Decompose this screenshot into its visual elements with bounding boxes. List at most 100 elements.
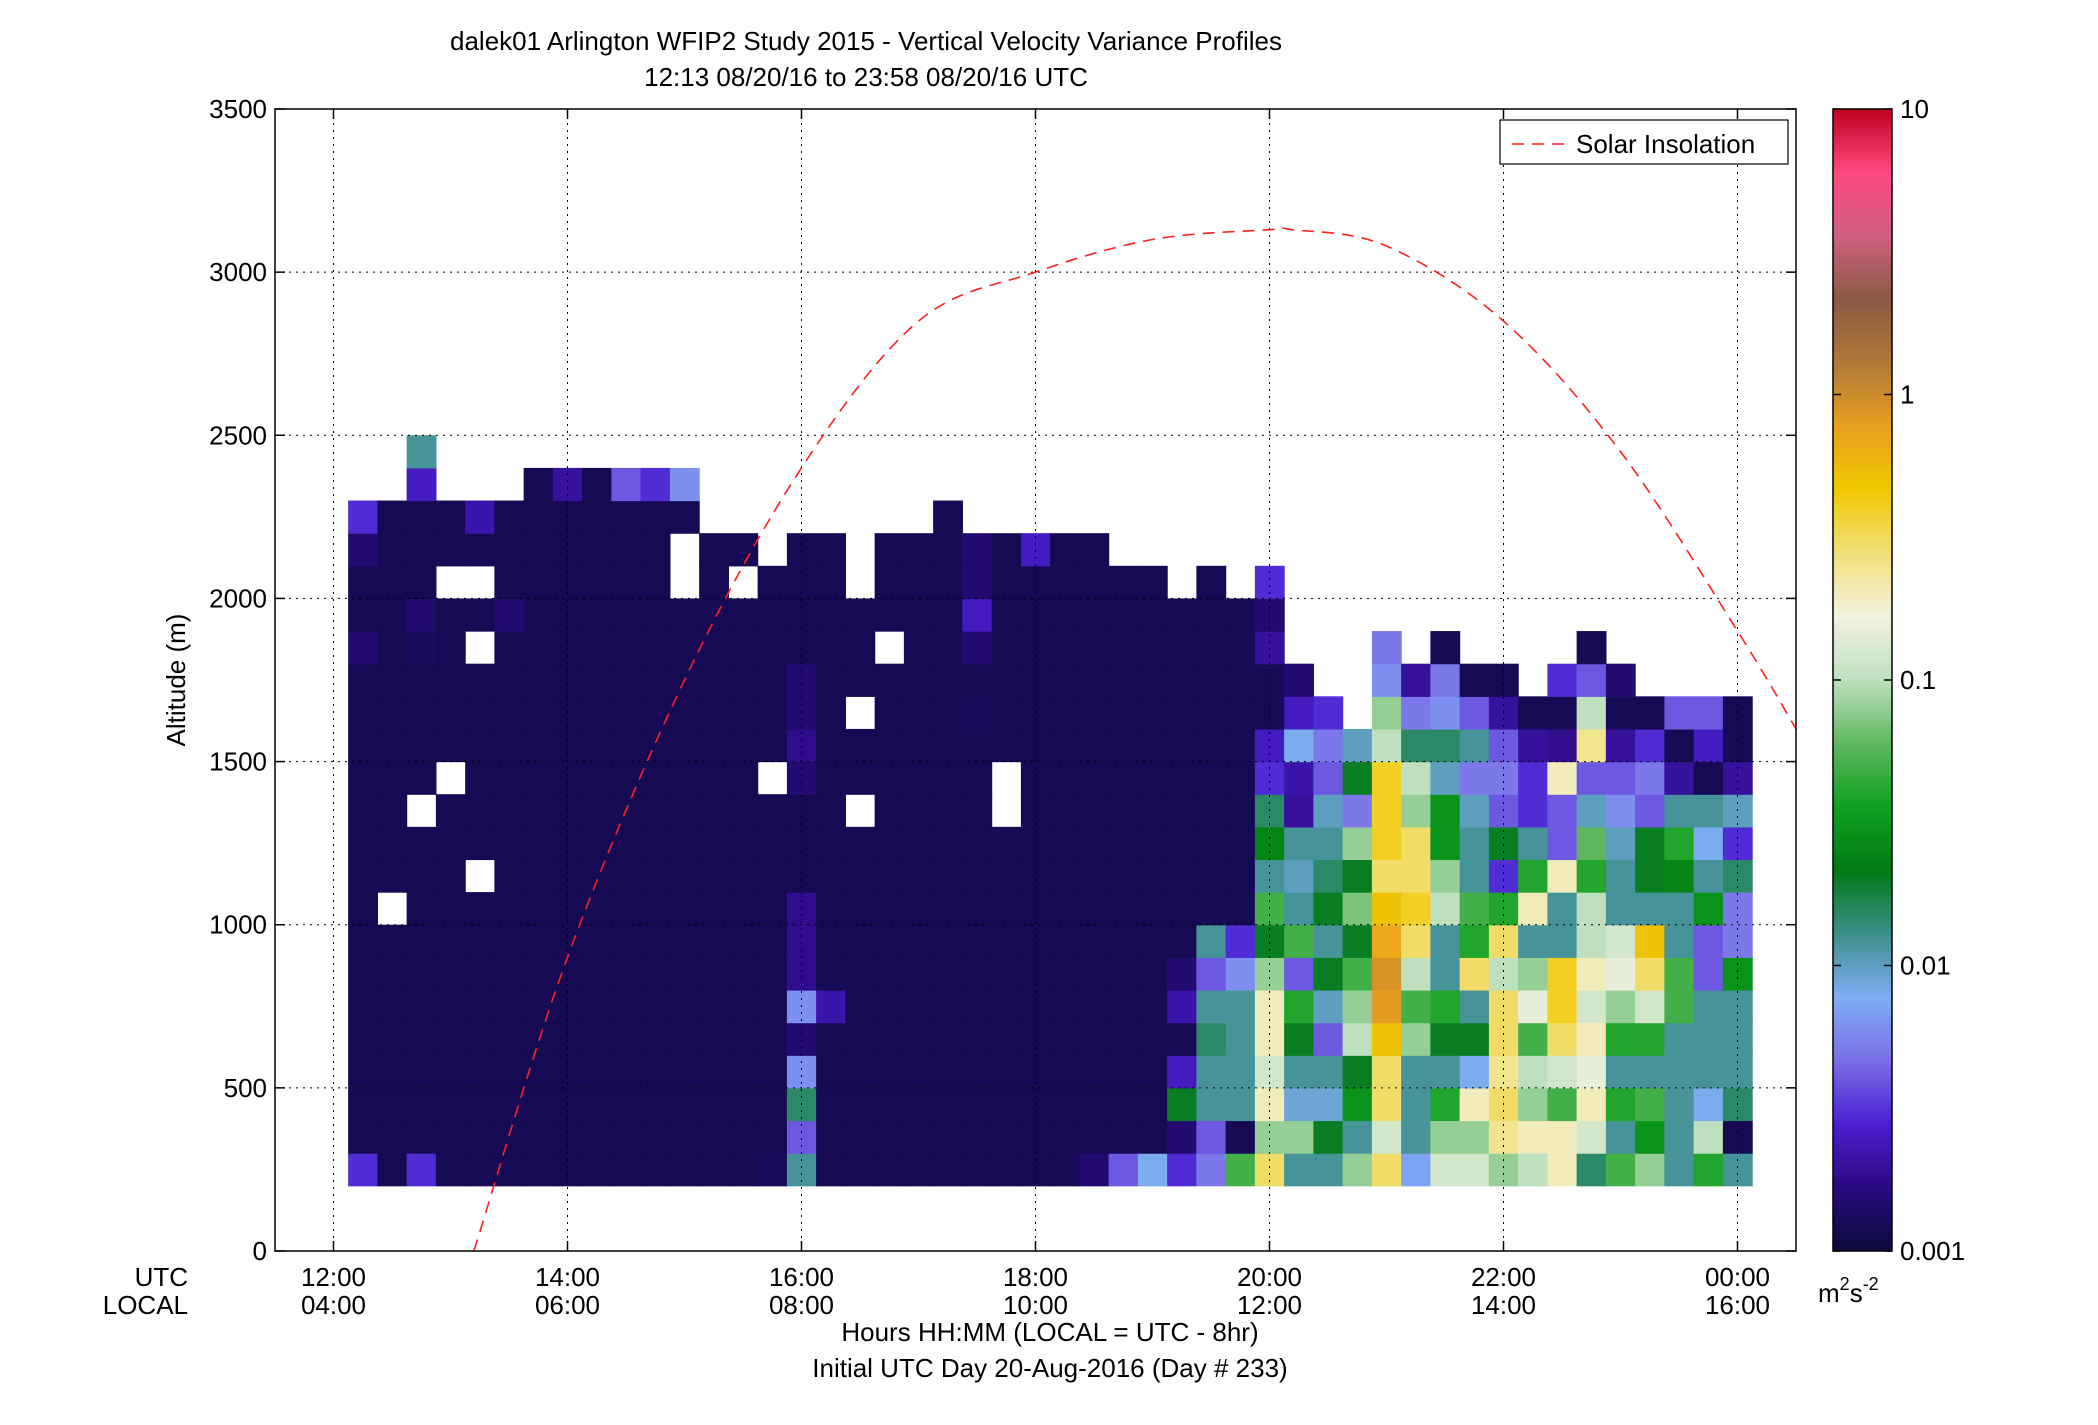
- heatmap-cell: [1196, 761, 1227, 795]
- heatmap-cell: [1137, 1120, 1168, 1154]
- heatmap-cell: [669, 794, 700, 828]
- chart-title: dalek01 Arlington WFIP2 Study 2015 - Ver…: [450, 26, 1282, 56]
- heatmap-cell: [1079, 794, 1110, 828]
- heatmap-cell: [1430, 1120, 1461, 1154]
- heatmap-cell: [1167, 826, 1197, 861]
- heatmap-cell: [1371, 1087, 1402, 1122]
- heatmap-cell: [406, 892, 437, 926]
- heatmap-cell: [669, 989, 700, 1024]
- heatmap-cell: [348, 533, 378, 567]
- heatmap-cell: [816, 794, 846, 828]
- heatmap-cell: [874, 696, 905, 730]
- heatmap-cell: [582, 957, 612, 991]
- heatmap-cell: [1401, 1120, 1431, 1154]
- heatmap-cell: [1635, 924, 1665, 958]
- heatmap-cell: [406, 826, 437, 861]
- heatmap-cell: [435, 1022, 466, 1056]
- heatmap-cell: [1371, 1055, 1402, 1089]
- heatmap-cell: [786, 565, 817, 600]
- x-tick-label-local: 14:00: [1471, 1290, 1536, 1320]
- colorbar-tick-label: 0.01: [1900, 951, 1951, 981]
- heatmap-cell: [1313, 859, 1344, 893]
- heatmap-cell: [348, 794, 378, 828]
- heatmap-cell: [1576, 957, 1607, 991]
- heatmap-cell: [1225, 663, 1256, 697]
- heatmap-cell: [1664, 761, 1695, 795]
- heatmap-cell: [1518, 761, 1548, 795]
- heatmap-cell: [1079, 826, 1110, 861]
- heatmap-cell: [1459, 859, 1490, 893]
- heatmap-cell: [1488, 1022, 1519, 1056]
- heatmap-cell: [640, 533, 671, 567]
- heatmap-cell: [757, 1087, 788, 1122]
- legend-entry-solar-insolation: Solar Insolation: [1576, 129, 1755, 159]
- heatmap-cell: [1576, 1022, 1607, 1056]
- heatmap-cell: [903, 565, 934, 600]
- heatmap-cell: [1430, 1022, 1461, 1056]
- heatmap-cell: [582, 1153, 612, 1187]
- heatmap-cell: [757, 859, 788, 893]
- heatmap-cell: [465, 794, 495, 828]
- heatmap-cell: [991, 533, 1022, 567]
- heatmap-cell: [552, 1022, 583, 1056]
- heatmap-cell: [1284, 794, 1314, 828]
- heatmap-cell: [611, 728, 642, 763]
- heatmap-cell: [348, 1022, 378, 1056]
- heatmap-cell: [1167, 794, 1197, 828]
- heatmap-cell: [1079, 957, 1110, 991]
- heatmap-cell: [1313, 1087, 1344, 1122]
- heatmap-cell: [1020, 728, 1051, 763]
- heatmap-cell: [1401, 859, 1431, 893]
- heatmap-cell: [1547, 957, 1578, 991]
- heatmap-cell: [1313, 728, 1344, 763]
- heatmap-cell: [582, 533, 612, 567]
- heatmap-cell: [845, 989, 876, 1024]
- y-tick-label: 1500: [209, 747, 267, 777]
- heatmap-cell: [1254, 565, 1285, 600]
- heatmap-cell: [1605, 924, 1636, 958]
- heatmap-cell: [1693, 957, 1724, 991]
- heatmap-cell: [1313, 1055, 1344, 1089]
- heatmap-cell: [669, 826, 700, 861]
- heatmap-cell: [903, 533, 934, 567]
- heatmap-cell: [1020, 826, 1051, 861]
- heatmap-cell: [1664, 957, 1695, 991]
- heatmap-cell: [933, 598, 963, 632]
- heatmap-cell: [1137, 1087, 1168, 1122]
- heatmap-cell: [1401, 957, 1431, 991]
- heatmap-cell: [494, 728, 525, 763]
- heatmap-cell: [406, 631, 437, 665]
- heatmap-cell: [465, 1120, 495, 1154]
- heatmap-cell: [816, 859, 846, 893]
- heatmap-cell: [1284, 1153, 1314, 1187]
- heatmap-cell: [991, 924, 1022, 958]
- heatmap-cell: [1313, 989, 1344, 1024]
- heatmap-cell: [1079, 761, 1110, 795]
- heatmap-cell: [1137, 1055, 1168, 1089]
- heatmap-cell: [435, 892, 466, 926]
- heatmap-cell: [1518, 826, 1548, 861]
- heatmap-cell: [669, 631, 700, 665]
- heatmap-cell: [845, 761, 876, 795]
- heatmap-cell: [1664, 728, 1695, 763]
- heatmap-cell: [1167, 1153, 1197, 1187]
- heatmap-cell: [494, 859, 525, 893]
- heatmap-cell: [1576, 631, 1607, 665]
- heatmap-cell: [903, 794, 934, 828]
- x-tick-label-utc: 00:00: [1705, 1262, 1770, 1292]
- x-tick-label-local: 06:00: [535, 1290, 600, 1320]
- heatmap-cell: [435, 957, 466, 991]
- heatmap-cell: [1635, 892, 1665, 926]
- heatmap-cell: [465, 826, 495, 861]
- heatmap-cell: [1137, 1153, 1168, 1187]
- heatmap-cell: [816, 989, 846, 1024]
- heatmap-cell: [348, 1153, 378, 1187]
- heatmap-cell: [728, 892, 759, 926]
- heatmap-cell: [406, 500, 437, 534]
- heatmap-cell: [1167, 696, 1197, 730]
- heatmap-cell: [757, 1022, 788, 1056]
- heatmap-cell: [991, 1022, 1022, 1056]
- y-tick-label: 2000: [209, 583, 267, 613]
- heatmap-cell: [1079, 1120, 1110, 1154]
- heatmap-cell: [1079, 663, 1110, 697]
